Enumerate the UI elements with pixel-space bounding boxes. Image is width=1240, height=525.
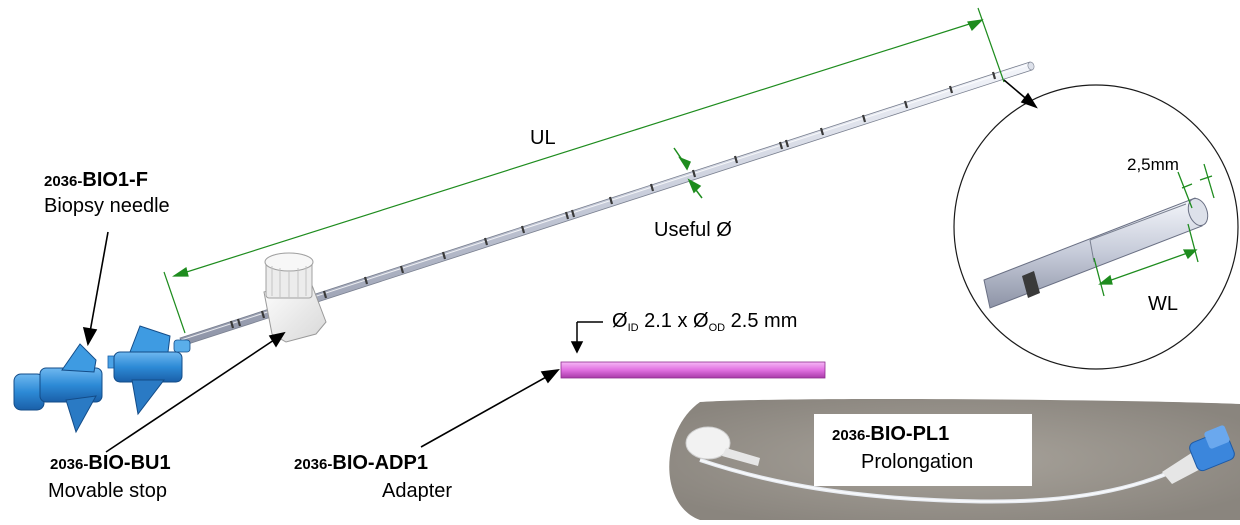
movable-stop-illustration	[263, 252, 327, 343]
id-phi-symbol: Ø	[612, 310, 628, 332]
prolongation-description: Prolongation	[861, 451, 974, 473]
adapter-label: 2036-BIO-ADP1	[294, 453, 428, 473]
biopsy-needle-illustration	[13, 61, 1035, 434]
adapter-code: BIO-ADP1	[332, 452, 428, 474]
od-value: 2.5 mm	[730, 310, 798, 332]
prolongation-tube-photo	[669, 398, 1240, 520]
adapter-code-prefix: 2036-	[294, 456, 333, 473]
needle-code: BIO1-F	[82, 169, 148, 191]
useful-diameter-dimension	[673, 147, 703, 199]
adapter-description: Adapter	[382, 480, 453, 502]
wl-label: WL	[1148, 293, 1178, 315]
tip-length-label: 2,5mm	[1127, 155, 1179, 174]
prolongation-code-prefix: 2036-	[832, 427, 871, 444]
ul-dimension	[163, 7, 1005, 334]
od-subscript: OD	[708, 322, 726, 334]
ul-label: UL	[530, 127, 556, 149]
useful-diameter-label: Useful Ø	[654, 219, 732, 241]
od-phi-symbol: Ø	[693, 310, 709, 332]
label-arrows	[82, 231, 560, 453]
adapter-tube-illustration	[560, 321, 826, 379]
stop-code: BIO-BU1	[88, 452, 171, 474]
adapter-spec-label: ØID 2.1 x ØOD 2.5 mm	[612, 311, 797, 334]
id-value: 2.1 x	[644, 310, 688, 332]
stop-label: 2036-BIO-BU1	[50, 453, 171, 473]
prolongation-label-box	[814, 414, 1032, 486]
stop-description: Movable stop	[48, 480, 167, 502]
needle-code-prefix: 2036-	[44, 173, 83, 190]
needle-hub	[13, 325, 191, 434]
prolongation-label: 2036-BIO-PL1	[832, 424, 949, 444]
needle-description: Biopsy needle	[44, 195, 170, 217]
tip-detail-magnifier	[953, 79, 1239, 370]
needle-label: 2036-BIO1-F	[44, 170, 148, 190]
prolongation-code: BIO-PL1	[870, 423, 950, 445]
id-subscript: ID	[627, 322, 639, 334]
stop-code-prefix: 2036-	[50, 456, 89, 473]
